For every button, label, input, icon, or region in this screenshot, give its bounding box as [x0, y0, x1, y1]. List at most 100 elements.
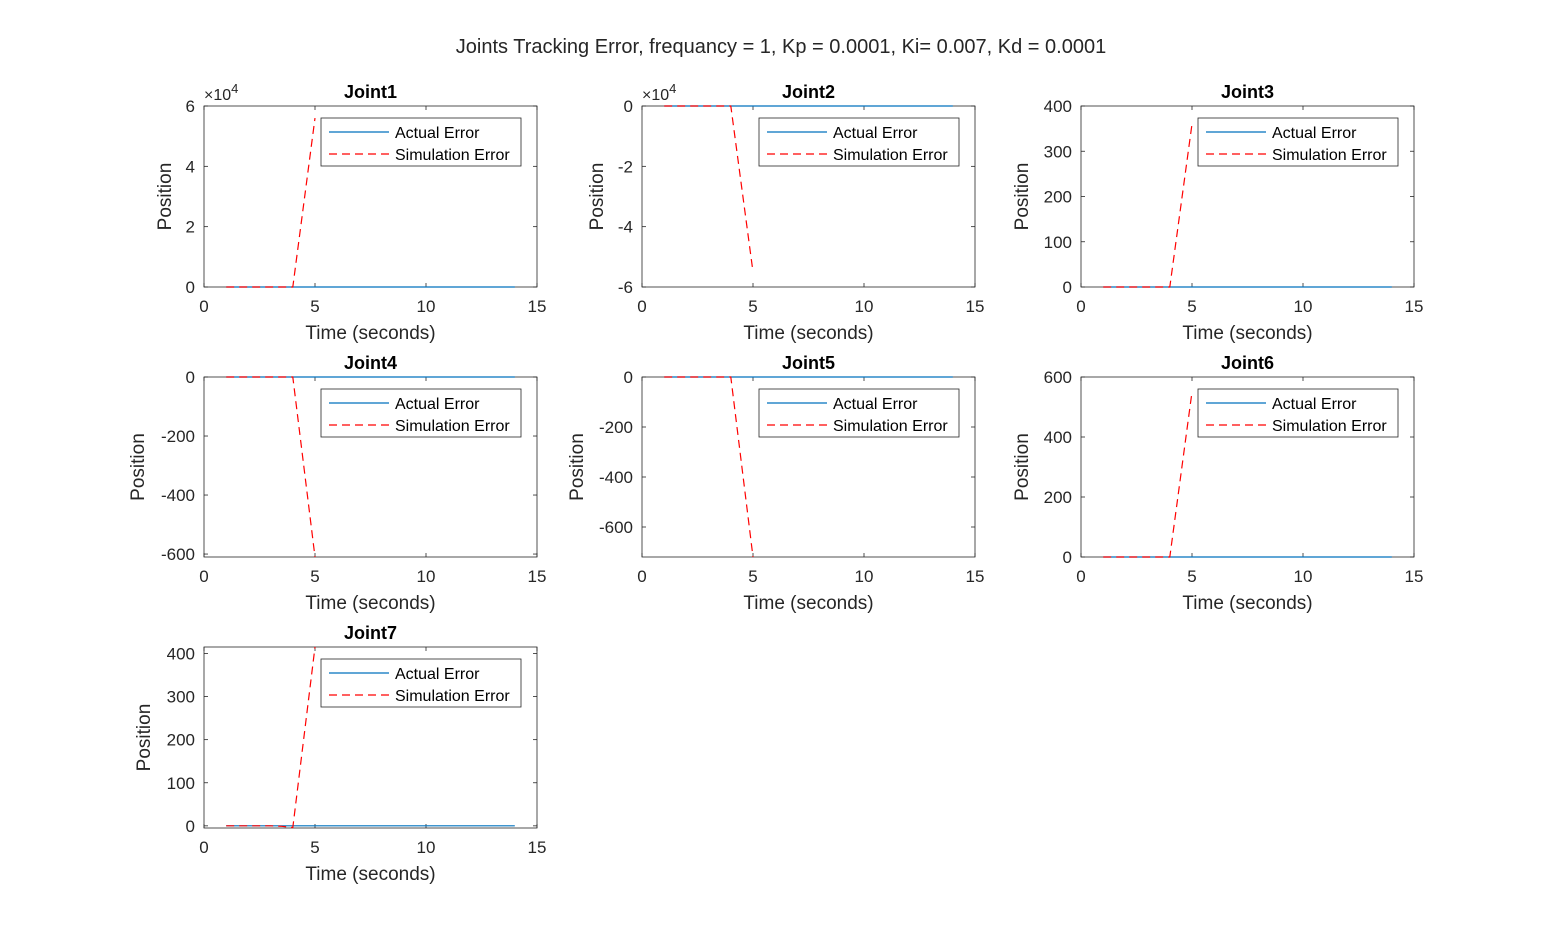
x-tick-label: 10 — [855, 567, 874, 586]
x-tick-label: 10 — [1294, 297, 1313, 316]
x-tick-label: 15 — [966, 297, 985, 316]
y-tick-label: 400 — [167, 644, 195, 663]
legend-label-simulation: Simulation Error — [1272, 418, 1387, 435]
y-exponent-label: ×104 — [204, 81, 238, 104]
x-tick-label: 15 — [1405, 567, 1424, 586]
y-tick-label: 600 — [1044, 368, 1072, 387]
y-tick-label: 100 — [1044, 233, 1072, 252]
legend-label-actual: Actual Error — [395, 125, 480, 142]
x-axis-label: Time (seconds) — [743, 593, 873, 614]
subplot-joint5: 0 5 10 15 -600 -400 -200 0 Joint5 Time (seconds) P… — [567, 353, 984, 614]
x-tick-label: 5 — [1187, 567, 1196, 586]
x-tick-label: 10 — [417, 838, 436, 857]
y-tick-label: 300 — [167, 688, 195, 707]
legend: Actual Error Simulation Error — [1197, 117, 1399, 167]
x-tick-label: 0 — [199, 297, 208, 316]
x-tick-label: 10 — [855, 297, 874, 316]
y-axis-label: Position — [1012, 433, 1033, 501]
y-axis-label: Position — [155, 163, 176, 231]
y-tick-label: 0 — [624, 368, 633, 387]
y-tick-label: 400 — [1044, 97, 1072, 116]
x-tick-label: 15 — [1405, 297, 1424, 316]
y-tick-label: -400 — [599, 468, 633, 487]
y-tick-label: 200 — [1044, 488, 1072, 507]
subplot-title: Joint7 — [344, 623, 397, 643]
x-axis-label: Time (seconds) — [305, 593, 435, 614]
y-tick-label: 0 — [186, 368, 195, 387]
y-tick-label: -6 — [618, 278, 633, 297]
subplot-title: Joint5 — [782, 353, 835, 373]
subplot-title: Joint2 — [782, 82, 835, 102]
legend-label-simulation: Simulation Error — [833, 418, 948, 435]
y-tick-label: -600 — [161, 545, 195, 564]
y-tick-label: 4 — [186, 157, 195, 176]
y-axis-label: Position — [587, 163, 608, 231]
legend-label-actual: Actual Error — [395, 396, 480, 413]
subplot-joint3: 0 5 10 15 0 100 200 300 400 Joint3 Time (seconds) P… — [1012, 82, 1423, 344]
legend: Actual Error Simulation Error — [1197, 388, 1399, 438]
series-simulation-error-line — [226, 118, 316, 288]
x-tick-label: 0 — [637, 297, 646, 316]
legend-label-actual: Actual Error — [833, 396, 918, 413]
legend-box — [320, 117, 522, 167]
x-tick-label: 10 — [1294, 567, 1313, 586]
x-axis-label: Time (seconds) — [305, 864, 435, 885]
legend-box — [1197, 117, 1399, 167]
legend-label-simulation: Simulation Error — [1272, 147, 1387, 164]
x-axis-label: Time (seconds) — [1182, 593, 1312, 614]
series-simulation-error-line — [226, 376, 316, 558]
y-tick-label: 400 — [1044, 428, 1072, 447]
legend-box — [320, 658, 522, 708]
x-tick-label: 5 — [310, 567, 319, 586]
x-tick-label: 10 — [417, 297, 436, 316]
legend-box — [1197, 388, 1399, 438]
x-tick-label: 5 — [748, 567, 757, 586]
x-tick-label: 5 — [310, 838, 319, 857]
series-simulation-error-line — [664, 105, 754, 272]
y-axis-label: Position — [567, 433, 588, 501]
x-tick-label: 0 — [1076, 567, 1085, 586]
x-axis-label: Time (seconds) — [743, 323, 873, 344]
x-tick-label: 5 — [1187, 297, 1196, 316]
legend: Actual Error Simulation Error — [758, 117, 960, 167]
subplot-joint7: 0 5 10 15 0 100 200 300 400 Joint7 Time (seconds) P… — [134, 623, 546, 885]
subplot-title: Joint3 — [1221, 82, 1274, 102]
series-simulation-error-line — [226, 646, 316, 829]
x-tick-label: 0 — [637, 567, 646, 586]
y-tick-label: 200 — [167, 731, 195, 750]
y-exponent-label: ×104 — [642, 81, 676, 104]
y-tick-label: -4 — [618, 218, 633, 237]
x-tick-label: 0 — [1076, 297, 1085, 316]
y-axis-label: Position — [1012, 163, 1033, 231]
legend-box — [320, 388, 522, 438]
subplot-title: Joint4 — [344, 353, 397, 373]
legend: Actual Error Simulation Error — [758, 388, 960, 438]
subplot-joint2: 0 5 10 15 -6 -4 -2 0 ×104 Joint2 Time (seconds) Pos… — [587, 81, 984, 344]
x-tick-label: 15 — [528, 838, 547, 857]
y-tick-label: 200 — [1044, 188, 1072, 207]
legend: Actual Error Simulation Error — [320, 117, 522, 167]
x-tick-label: 15 — [966, 567, 985, 586]
subplot-title: Joint6 — [1221, 353, 1274, 373]
y-axis-label: Position — [128, 433, 149, 501]
x-axis-label: Time (seconds) — [305, 323, 435, 344]
x-tick-label: 15 — [528, 567, 547, 586]
subplot-title: Joint1 — [344, 82, 397, 102]
legend-label-simulation: Simulation Error — [833, 147, 948, 164]
subplot-joint6: 0 5 10 15 0 200 400 600 Joint6 Time (seconds) Posi… — [1012, 353, 1423, 614]
legend-label-simulation: Simulation Error — [395, 147, 510, 164]
y-tick-label: -2 — [618, 157, 633, 176]
y-tick-label: -600 — [599, 518, 633, 537]
y-axis-label: Position — [134, 704, 155, 772]
series-simulation-error-line — [1103, 124, 1193, 288]
legend-label-actual: Actual Error — [1272, 396, 1357, 413]
figure-title: Joints Tracking Error, frequancy = 1, Kp… — [456, 36, 1106, 58]
legend-label-simulation: Simulation Error — [395, 688, 510, 705]
series-simulation-error-line — [664, 376, 754, 558]
legend: Actual Error Simulation Error — [320, 388, 522, 438]
x-axis-label: Time (seconds) — [1182, 323, 1312, 344]
y-tick-label: 6 — [186, 97, 195, 116]
legend-box — [758, 117, 960, 167]
x-tick-label: 10 — [417, 567, 436, 586]
y-tick-label: 300 — [1044, 142, 1072, 161]
